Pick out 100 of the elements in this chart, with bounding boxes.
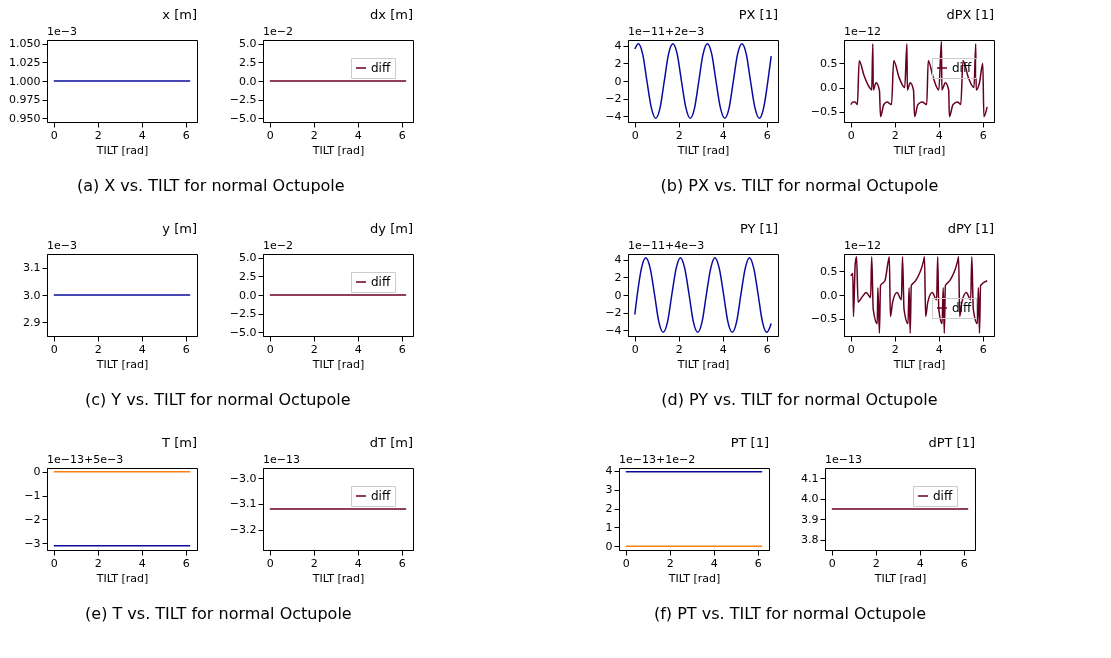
y-tick-label: 3.1 <box>23 261 41 275</box>
text: (d) PY vs. TILT for normal Octupole <box>661 389 938 409</box>
y-tick-label: 2.9 <box>23 315 41 329</box>
y-tick-label: 3 <box>605 483 613 497</box>
x-axis-title: TILT [rad] <box>676 357 730 371</box>
y-tick-label: 5.0 <box>239 251 257 265</box>
x-tick-label: 6 <box>754 556 762 570</box>
y-tick-label: 1.050 <box>9 37 41 51</box>
chart-title: T [m] <box>161 435 197 450</box>
y-tick-label: 0 <box>614 288 622 302</box>
y-tick-label: −5.0 <box>229 111 257 125</box>
x-tick-label: 2 <box>310 128 318 142</box>
y-tick-label: −0.5 <box>810 312 838 326</box>
y-tick-label: −5.0 <box>229 325 257 339</box>
text: (b) PX vs. TILT for normal Octupole <box>660 175 939 195</box>
y-tick-label: −3 <box>24 536 41 550</box>
x-tick-label: 6 <box>398 128 406 142</box>
x-tick-label: 4 <box>935 342 943 356</box>
x-tick-label: 4 <box>354 342 362 356</box>
x-tick-label: 6 <box>979 342 987 356</box>
x-tick-label: 6 <box>763 128 771 142</box>
text: 1e−2 <box>263 25 293 38</box>
y-tick-label: 4 <box>605 464 613 478</box>
y-tick-label: 3.0 <box>23 288 41 302</box>
text: 1e−13+5e−3 <box>47 453 124 466</box>
y-tick-label: 4 <box>614 39 622 52</box>
x-tick-label: 4 <box>138 556 146 570</box>
legend-label: diff <box>371 61 391 75</box>
y-tick-label: −2 <box>605 306 622 320</box>
y-tick-label: 0 <box>614 74 622 88</box>
line-series <box>634 42 772 120</box>
x-axis-title: TILT [rad] <box>667 571 721 585</box>
chart-title: dy [m] <box>370 221 413 236</box>
y-tick-label: −2.5 <box>229 307 257 321</box>
x-tick-label: 2 <box>891 128 899 142</box>
line-series <box>850 40 988 118</box>
x-tick-label: 6 <box>182 128 190 142</box>
y-tick-label: 2 <box>614 56 622 70</box>
text: (e) T vs. TILT for normal Octupole <box>85 603 352 623</box>
y-tick-label: 1.000 <box>9 74 41 88</box>
x-axis-title: TILT [rad] <box>892 143 946 157</box>
y-tick-label: 4.0 <box>801 492 819 506</box>
x-tick-label: 6 <box>763 342 771 356</box>
x-tick-label: 6 <box>398 342 406 356</box>
text: 1e−3 <box>47 239 77 252</box>
y-tick-label: 2.5 <box>239 55 257 69</box>
x-tick-label: 4 <box>935 128 943 142</box>
text: (c) Y vs. TILT for normal Octupole <box>84 389 351 409</box>
chart-title: y [m] <box>162 221 197 236</box>
y-tick-label: 0.0 <box>820 288 838 302</box>
x-tick-label: 2 <box>891 342 899 356</box>
x-tick-label: 6 <box>182 342 190 356</box>
y-tick-label: 0.950 <box>9 111 41 125</box>
x-tick-label: 2 <box>872 556 880 570</box>
x-tick-label: 0 <box>631 342 639 356</box>
x-tick-label: 4 <box>719 128 727 142</box>
text: 1e−3 <box>47 25 77 38</box>
y-tick-label: 0.5 <box>820 56 838 70</box>
line-series <box>634 256 772 334</box>
legend-label: diff <box>371 489 391 503</box>
x-tick-label: 6 <box>960 556 968 570</box>
y-tick-label: 4 <box>614 253 622 266</box>
x-tick-label: 2 <box>675 342 683 356</box>
x-tick-label: 2 <box>310 556 318 570</box>
x-tick-label: 4 <box>354 556 362 570</box>
y-tick-label: 0.5 <box>820 264 838 278</box>
chart-title: x [m] <box>162 7 197 22</box>
text: 1e−12 <box>844 239 881 252</box>
y-tick-label: −3.1 <box>229 497 257 511</box>
y-tick-label: 1 <box>605 520 613 534</box>
x-axis-title: TILT [rad] <box>676 143 730 157</box>
text: (f) PT vs. TILT for normal Octupole <box>653 603 927 623</box>
x-axis-title: TILT [rad] <box>311 143 365 157</box>
text: 1e−13 <box>825 453 862 466</box>
y-tick-label: 5.0 <box>239 37 257 51</box>
x-tick-label: 0 <box>847 128 855 142</box>
legend-label: diff <box>933 489 953 503</box>
y-tick-label: −4 <box>605 324 622 337</box>
x-tick-label: 4 <box>710 556 718 570</box>
y-tick-label: −3.2 <box>229 523 257 536</box>
y-tick-label: −1 <box>24 489 41 503</box>
x-tick-label: 2 <box>94 556 102 570</box>
x-tick-label: 6 <box>979 128 987 142</box>
x-tick-label: 6 <box>398 556 406 570</box>
x-tick-label: 0 <box>50 342 58 356</box>
chart-title: dx [m] <box>370 7 413 22</box>
y-tick-label: 3.9 <box>801 512 819 526</box>
y-tick-label: 0.0 <box>239 74 257 88</box>
x-tick-label: 0 <box>266 342 274 356</box>
chart-title: PX [1] <box>738 7 778 22</box>
x-tick-label: 2 <box>666 556 674 570</box>
y-tick-label: −3.0 <box>229 471 257 485</box>
y-tick-label: 0.975 <box>9 93 41 107</box>
y-tick-label: −0.5 <box>810 105 838 119</box>
legend-label: diff <box>371 275 391 289</box>
x-tick-label: 2 <box>675 128 683 142</box>
x-tick-label: 0 <box>847 342 855 356</box>
x-axis-title: TILT [rad] <box>95 357 149 371</box>
y-tick-label: 0 <box>33 465 41 479</box>
x-tick-label: 0 <box>631 128 639 142</box>
